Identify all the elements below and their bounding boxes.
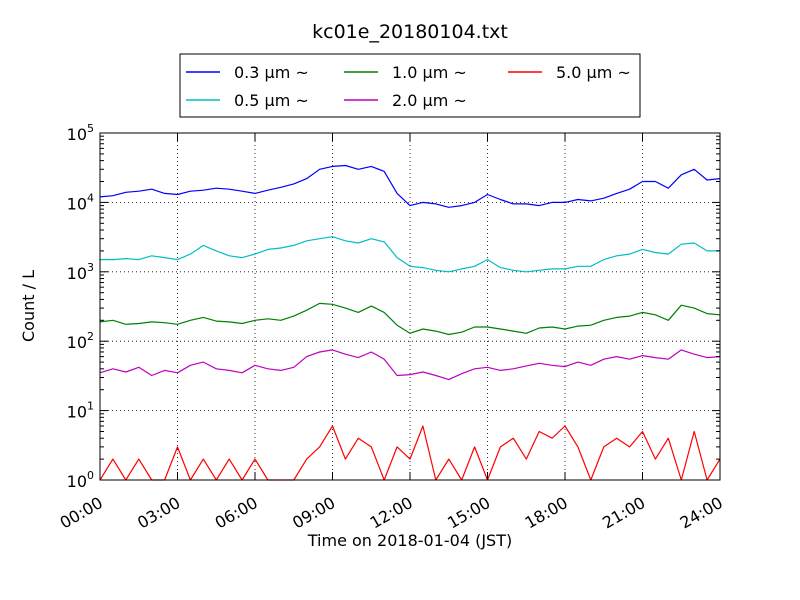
legend-items: 0.3 μm ~ 0.5 μm ~ 1.0 μm ~ 2.0 μm ~ 5.0 μm ~ — [186, 63, 631, 110]
series-line-4 — [99, 425, 721, 481]
legend-item: 0.3 μm ~ — [186, 63, 309, 82]
chart-title: kc01e_20180104.txt — [312, 21, 508, 43]
y-tick-label: 105 — [67, 122, 94, 144]
y-tick-label-base: 10 — [67, 472, 87, 491]
y-tick-label-exponent: 2 — [87, 330, 94, 343]
legend-label: 2.0 μm ~ — [392, 91, 467, 110]
y-tick-label: 104 — [67, 191, 94, 213]
plot-frame — [100, 133, 720, 480]
y-tick-label-base: 10 — [67, 403, 87, 422]
y-tick-label-exponent: 4 — [87, 191, 94, 204]
y-axis-label: Count / L — [19, 270, 38, 342]
y-tick-label: 100 — [67, 469, 94, 491]
legend-item: 5.0 μm ~ — [508, 63, 631, 82]
y-tick-label: 102 — [67, 330, 94, 352]
tick-layer — [99, 132, 721, 481]
y-tick-label: 103 — [67, 261, 94, 283]
series-line-3 — [99, 349, 721, 381]
legend-item: 1.0 μm ~ — [344, 63, 467, 82]
y-tick-label-exponent: 1 — [87, 400, 94, 413]
legend-label: 0.3 μm ~ — [234, 63, 309, 82]
y-tick-label-base: 10 — [67, 264, 87, 283]
legend-label: 1.0 μm ~ — [392, 63, 467, 82]
legend-item: 2.0 μm ~ — [344, 91, 467, 110]
series-line-2 — [99, 302, 721, 336]
legend-label: 5.0 μm ~ — [556, 63, 631, 82]
y-tick-label-base: 10 — [67, 125, 87, 144]
y-tick-label-exponent: 3 — [87, 261, 94, 274]
series-layer — [99, 164, 721, 481]
y-tick-label-exponent: 5 — [87, 122, 94, 135]
legend: 0.3 μm ~ 0.5 μm ~ 1.0 μm ~ 2.0 μm ~ 5.0 μm ~ — [179, 53, 641, 118]
legend-label: 0.5 μm ~ — [234, 91, 309, 110]
legend-frame — [179, 53, 641, 118]
series-line-1 — [100, 236, 720, 273]
plot-area — [99, 132, 721, 481]
legend-item: 0.5 μm ~ — [186, 91, 309, 110]
grid-layer — [100, 133, 720, 480]
x-axis-label: Time on 2018-01-04 (JST) — [307, 531, 512, 550]
y-tick-label-base: 10 — [67, 333, 87, 352]
series-line-0 — [99, 164, 721, 208]
y-tick-label: 101 — [67, 400, 94, 422]
y-tick-label-base: 10 — [67, 194, 87, 213]
y-tick-label-exponent: 0 — [87, 469, 94, 482]
